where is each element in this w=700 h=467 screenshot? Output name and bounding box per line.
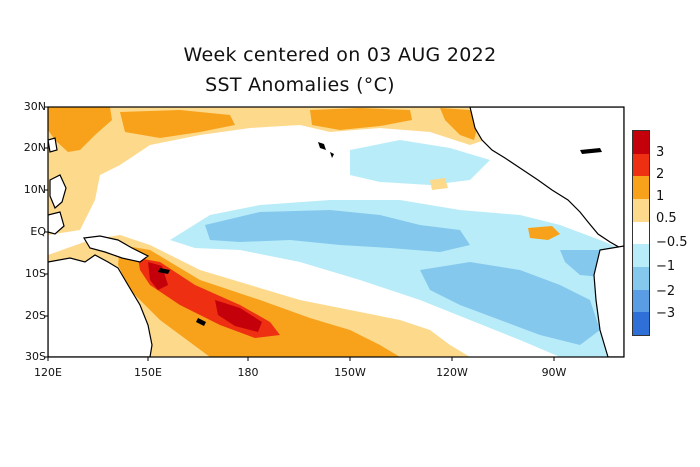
lon-label-180: 180 [237, 366, 259, 379]
color-scale-swatch [633, 312, 649, 335]
lon-label-150e: 150E [134, 366, 162, 379]
lat-label-20n: 20N [23, 141, 46, 154]
warm-region-north-0.5 [48, 107, 620, 235]
south-america-land [593, 245, 624, 357]
solomon-islands [158, 268, 170, 274]
color-scale-bar [632, 130, 650, 336]
new-guinea-land [83, 235, 150, 263]
color-scale-swatch [633, 267, 649, 290]
color-scale-swatch [633, 153, 649, 177]
philippines-land [49, 174, 67, 209]
lat-label-10n: 10N [23, 183, 46, 196]
warm-core-3b [215, 300, 262, 332]
legend-label-0.5: 0.5 [656, 211, 677, 226]
cuba-island [580, 148, 602, 154]
map-title-line1: Week centered on 03 AUG 2022 [183, 44, 497, 66]
cold-patch-north-minus0.5 [350, 140, 490, 185]
australia-land [48, 254, 153, 357]
color-scale-swatch [633, 289, 649, 313]
cold-patch-minus1-b [420, 262, 600, 345]
warm-patch-10n [430, 178, 448, 190]
americas-land [469, 107, 624, 251]
lat-label-20s: 20S [25, 309, 46, 322]
color-scale-swatch [633, 244, 649, 267]
lon-label-150w: 150W [334, 366, 366, 379]
new-caledonia-land [196, 318, 206, 326]
lon-label-120e: 120E [34, 366, 62, 379]
legend-label-minus1: −1 [656, 259, 676, 274]
warm-patch-90w [528, 226, 560, 240]
lat-label-30s: 30S [25, 350, 46, 363]
warm-region-south-1 [118, 245, 400, 357]
lon-label-120w: 120W [436, 366, 468, 379]
warm-patch-ne-1 [440, 108, 478, 140]
legend-label-1: 1 [656, 189, 665, 204]
cold-patch-minus1-a [205, 210, 470, 252]
color-scale-swatch [633, 176, 649, 199]
taiwan-land [48, 137, 58, 153]
borneo-land [48, 211, 65, 235]
lat-label-30n: 30N [23, 100, 46, 113]
warm-patch-n-1 [120, 110, 235, 138]
warm-core-3 [148, 262, 168, 290]
lat-label-eq: EQ [30, 225, 46, 238]
legend-label-2: 2 [656, 167, 665, 182]
lon-label-90w: 90W [541, 366, 567, 379]
map-title-line2: SST Anomalies (°C) [205, 74, 395, 96]
warm-patch-nw-1 [48, 107, 112, 152]
color-scale-swatch [633, 199, 649, 222]
hawaii-islands [318, 142, 334, 158]
color-scale-swatch [633, 221, 649, 245]
legend-label-minus3: −3 [656, 306, 676, 321]
legend-label-3: 3 [656, 145, 665, 160]
warm-patch-n2-1 [310, 108, 412, 130]
legend-label-minus0.5: −0.5 [656, 235, 688, 250]
color-scale-swatch [633, 131, 649, 154]
legend-label-minus2: −2 [656, 284, 676, 299]
lat-label-10s: 10S [25, 267, 46, 280]
